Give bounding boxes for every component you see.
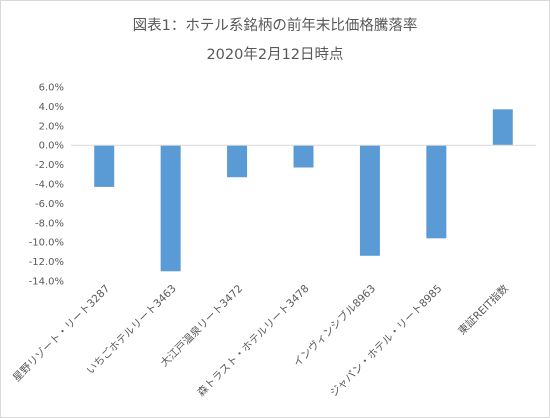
y-tick-label: -6.0% [35,199,64,210]
chart-title: 図表1：ホテル系銘柄の前年末比価格騰落率 [132,18,418,34]
bar [227,145,248,178]
bar [94,145,115,187]
y-tick-label: 2.0% [39,121,64,132]
chart-subtitle: 2020年2月12日時点 [206,47,344,63]
bar [359,145,380,256]
category-label: ジャパン・ホテル・リート8985 [328,283,444,399]
y-tick-label: 6.0% [39,83,64,94]
y-tick-label: 0.0% [39,141,64,152]
category-label: 東証REIT指数 [455,282,511,338]
y-tick-label: -2.0% [35,160,64,171]
bar [426,145,447,239]
category-label: 森トラスト・ホテルリート3478 [195,282,312,399]
bar [293,145,314,168]
y-tick-label: 4.0% [39,102,64,113]
y-tick-label: -10.0% [29,238,64,249]
y-tick-label: -14.0% [29,277,64,288]
y-tick-label: -12.0% [29,257,64,268]
bar [160,145,181,272]
y-tick-label: -8.0% [35,218,64,229]
y-tick-label: -4.0% [35,180,64,191]
bar [492,109,513,146]
